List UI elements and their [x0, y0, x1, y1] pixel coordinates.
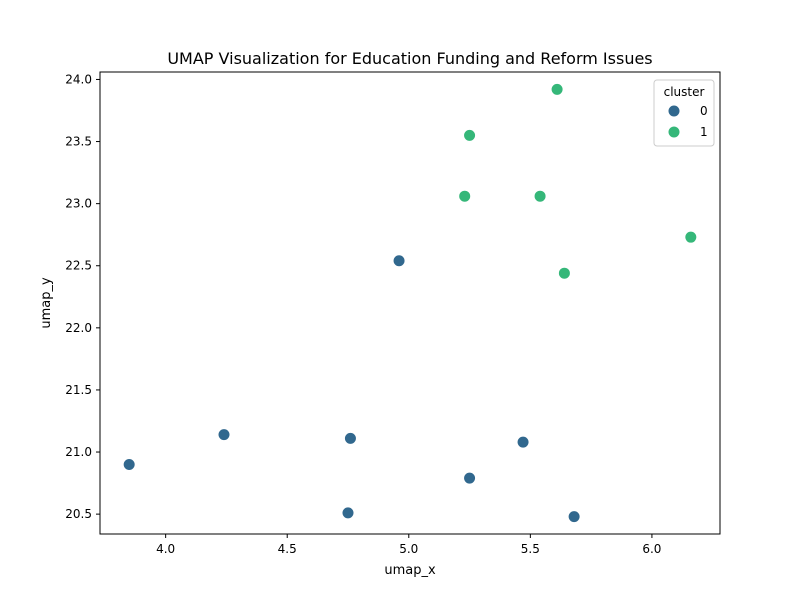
data-point-cluster-0 — [516, 435, 530, 449]
data-point-cluster-0 — [122, 457, 136, 471]
plot-frame — [99, 71, 721, 535]
y-axis-label: umap_y — [39, 277, 54, 329]
y-tick-label: 22.5 — [65, 259, 92, 273]
data-point-cluster-0 — [567, 510, 581, 524]
data-point-cluster-1 — [533, 189, 547, 203]
data-point-cluster-0 — [343, 431, 357, 445]
data-point-cluster-0 — [341, 506, 355, 520]
y-tick-label: 23.0 — [65, 197, 92, 211]
legend-label-0: 0 — [700, 104, 708, 118]
y-tick-label: 20.5 — [65, 507, 92, 521]
y-tick-label: 21.5 — [65, 383, 92, 397]
y-tick-label: 24.0 — [65, 72, 92, 86]
x-tick-label: 5.0 — [399, 542, 418, 556]
data-point-cluster-0 — [392, 254, 406, 268]
legend-marker-1 — [667, 125, 681, 139]
data-point-cluster-0 — [217, 428, 231, 442]
chart-title: UMAP Visualization for Education Funding… — [167, 49, 652, 68]
x-tick-label: 6.0 — [642, 542, 661, 556]
x-axis-label: umap_x — [384, 563, 436, 578]
data-point-cluster-1 — [550, 82, 564, 96]
data-point-cluster-1 — [458, 189, 472, 203]
legend: cluster 0 1 — [653, 79, 715, 147]
legend-marker-0 — [667, 104, 681, 118]
y-tick-label: 21.0 — [65, 445, 92, 459]
x-tick-label: 4.0 — [156, 542, 175, 556]
y-tick-label: 22.0 — [65, 321, 92, 335]
x-tick-label: 4.5 — [278, 542, 297, 556]
x-axis-ticks: 4.0 4.5 5.0 5.5 6.0 — [156, 534, 661, 556]
legend-title: cluster — [664, 85, 705, 99]
data-point-cluster-0 — [463, 471, 477, 485]
y-tick-label: 23.5 — [65, 135, 92, 149]
data-point-cluster-1 — [557, 266, 571, 280]
data-point-cluster-1 — [684, 230, 698, 244]
data-points — [122, 82, 698, 524]
x-tick-label: 5.5 — [521, 542, 540, 556]
legend-label-1: 1 — [700, 125, 708, 139]
y-axis-ticks: 20.5 21.0 21.5 22.0 22.5 23.0 23.5 24.0 — [65, 72, 100, 521]
data-point-cluster-1 — [463, 128, 477, 142]
